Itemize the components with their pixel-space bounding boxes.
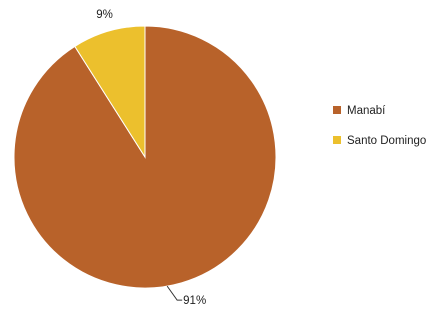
legend-swatch-manabi [333, 106, 341, 114]
legend-label-manabi: Manabí [347, 105, 386, 117]
leader-line-manabi [166, 285, 183, 301]
pie-slice-manabi [13, 25, 277, 289]
legend-swatch-santo-domingo [333, 136, 341, 144]
data-label-manabi: 91% [183, 295, 206, 307]
legend-label-santo-domingo: Santo Domingo [347, 135, 426, 147]
data-labels: 91% 9% [96, 9, 206, 307]
legend: Manabí Santo Domingo [333, 105, 426, 147]
pie-slices [13, 25, 277, 289]
pie-slice-santo-domingo [74, 25, 146, 159]
data-label-santo-domingo: 9% [96, 9, 113, 21]
